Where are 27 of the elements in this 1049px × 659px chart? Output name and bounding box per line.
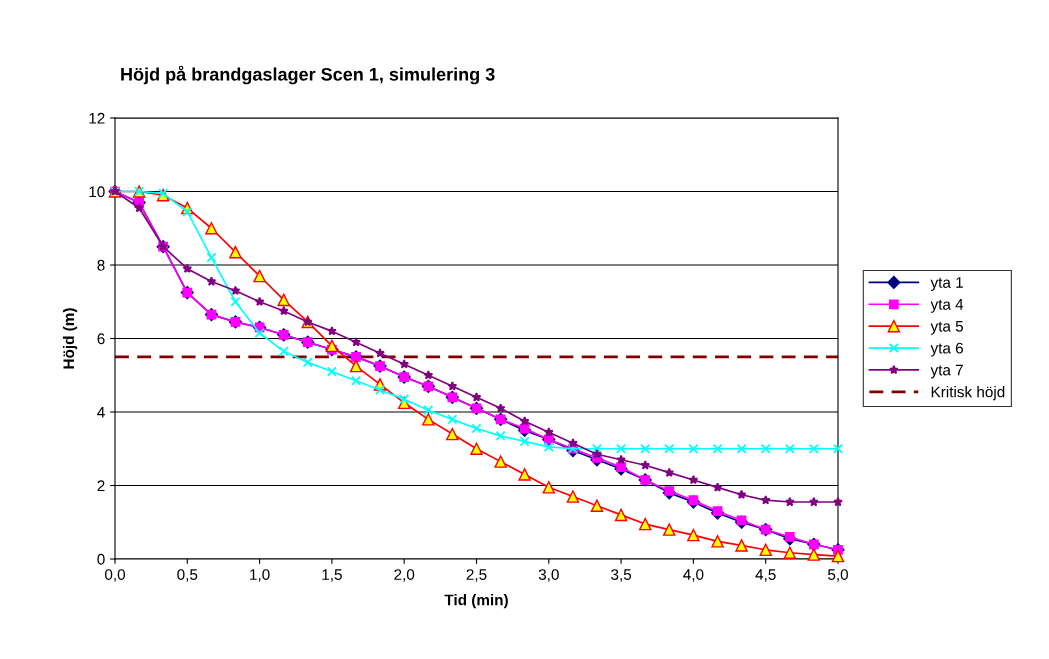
x-tick-label: 3,5 — [611, 569, 632, 582]
y-tick-label: 2 — [97, 480, 105, 492]
x-tick-label: 0,0 — [104, 569, 126, 582]
x-axis-title: Tid (min) — [444, 594, 508, 609]
legend-label: yta 5 — [930, 321, 964, 335]
x-tick-label: 0,5 — [177, 569, 198, 582]
y-tick-label: 8 — [97, 259, 105, 271]
legend-label: yta 4 — [930, 299, 964, 313]
x-tick-label: 1,5 — [322, 569, 342, 582]
x-tick-label: 4,5 — [755, 569, 776, 582]
y-tick-label: 0 — [97, 553, 105, 565]
legend-label: yta 6 — [930, 342, 963, 357]
x-tick-label: 2,0 — [394, 569, 415, 582]
chart-title: Höjd på brandgaslager Scen 1, simulering 3 — [121, 65, 495, 85]
x-tick-label: 4,0 — [683, 569, 704, 582]
legend-label: Kritisk höjd — [931, 386, 1005, 401]
legend-label: yta 1 — [930, 277, 963, 291]
y-tick-label: 10 — [89, 186, 105, 198]
x-tick-label: 2,5 — [466, 569, 487, 582]
y-axis-title: Höjd (m) — [62, 308, 78, 369]
legend-label: yta 7 — [930, 364, 963, 379]
x-tick-label: 3,0 — [538, 569, 559, 582]
y-tick-label: 12 — [89, 112, 105, 124]
y-tick-label: 4 — [97, 407, 105, 418]
x-tick-label: 1,0 — [250, 569, 270, 582]
y-tick-label: 6 — [97, 333, 105, 345]
x-tick-label: 5,0 — [827, 569, 849, 582]
